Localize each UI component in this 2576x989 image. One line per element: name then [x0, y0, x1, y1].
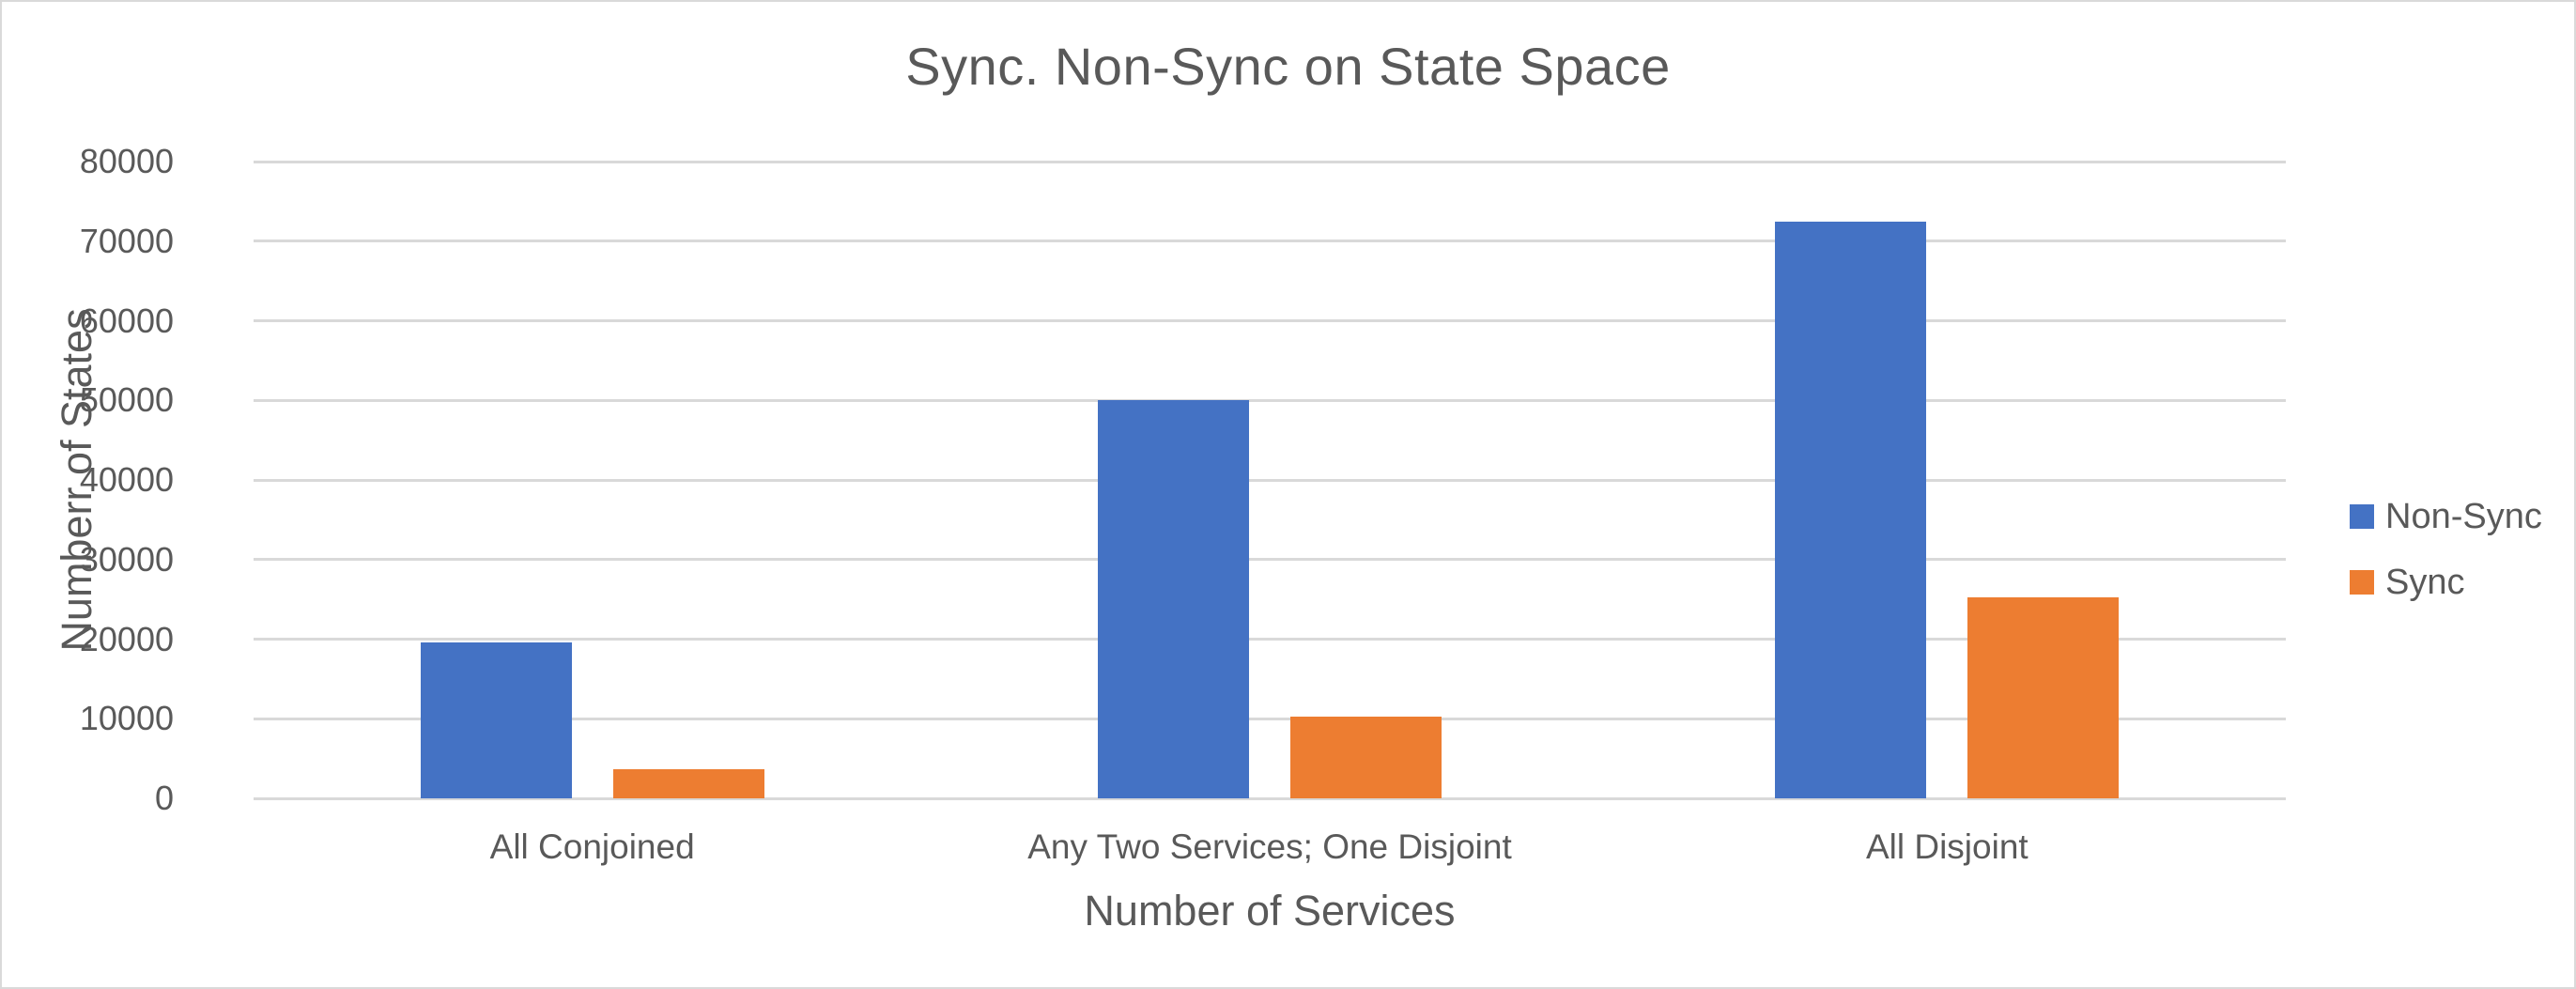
bar-sync-any-two-services-one-disjoint: [1290, 716, 1442, 798]
y-tick-label-20000: 20000: [79, 619, 174, 658]
y-tick-label-60000: 60000: [79, 301, 174, 340]
gridline-10000: [254, 717, 2286, 720]
x-category-label-all-conjoined: All Conjoined: [489, 827, 695, 866]
legend-entry-non-sync: Non-Sync: [2350, 496, 2542, 537]
bar-non-sync-all-disjoint: [1775, 221, 1927, 798]
gridline-50000: [254, 398, 2286, 402]
y-tick-label-30000: 30000: [79, 539, 174, 579]
y-tick-label-70000: 70000: [79, 221, 174, 260]
legend-entry-sync: Sync: [2350, 562, 2542, 603]
legend-marker-non-sync-icon: [2350, 504, 2374, 529]
bar-non-sync-all-conjoined: [420, 641, 572, 798]
y-tick-label-10000: 10000: [79, 699, 174, 738]
legend: Non-Sync Sync: [2350, 496, 2542, 627]
y-tick-label-80000: 80000: [79, 142, 174, 180]
gridline-30000: [254, 558, 2286, 562]
gridline-80000: [254, 160, 2286, 163]
bar-non-sync-any-two-services-one-disjoint: [1098, 400, 1249, 798]
y-tick-label-50000: 50000: [79, 380, 174, 420]
gridline-70000: [254, 240, 2286, 243]
gridline-0: [254, 796, 2286, 800]
x-axis-title: Number of Services: [1084, 887, 1456, 935]
gridline-20000: [254, 638, 2286, 641]
y-tick-label-0: 0: [154, 779, 174, 817]
bar-sync-all-disjoint: [1967, 596, 2120, 798]
legend-label-non-sync: Non-Sync: [2385, 497, 2542, 536]
x-category-label-all-disjoint: All Disjoint: [1865, 827, 2028, 866]
legend-label-sync: Sync: [2385, 563, 2465, 602]
gridline-40000: [254, 478, 2286, 482]
chart-title: Sync. Non-Sync on State Space: [905, 37, 1671, 96]
bar-sync-all-conjoined: [612, 768, 764, 798]
plot-area: [254, 160, 2286, 800]
y-tick-label-40000: 40000: [79, 460, 174, 499]
x-category-label-any-two-services-one-disjoint: Any Two Services; One Disjoint: [1027, 827, 1512, 866]
gridline-60000: [254, 319, 2286, 322]
legend-marker-sync-icon: [2350, 570, 2374, 595]
